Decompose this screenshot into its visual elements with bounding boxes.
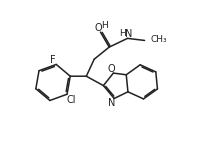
Text: F: F (50, 55, 55, 65)
Text: H: H (101, 21, 108, 30)
Text: O: O (95, 23, 102, 33)
Text: N: N (125, 29, 132, 39)
Text: Cl: Cl (66, 95, 76, 105)
Text: H: H (120, 29, 126, 38)
Text: O: O (108, 64, 115, 74)
Text: CH₃: CH₃ (150, 35, 167, 44)
Text: N: N (108, 98, 116, 108)
